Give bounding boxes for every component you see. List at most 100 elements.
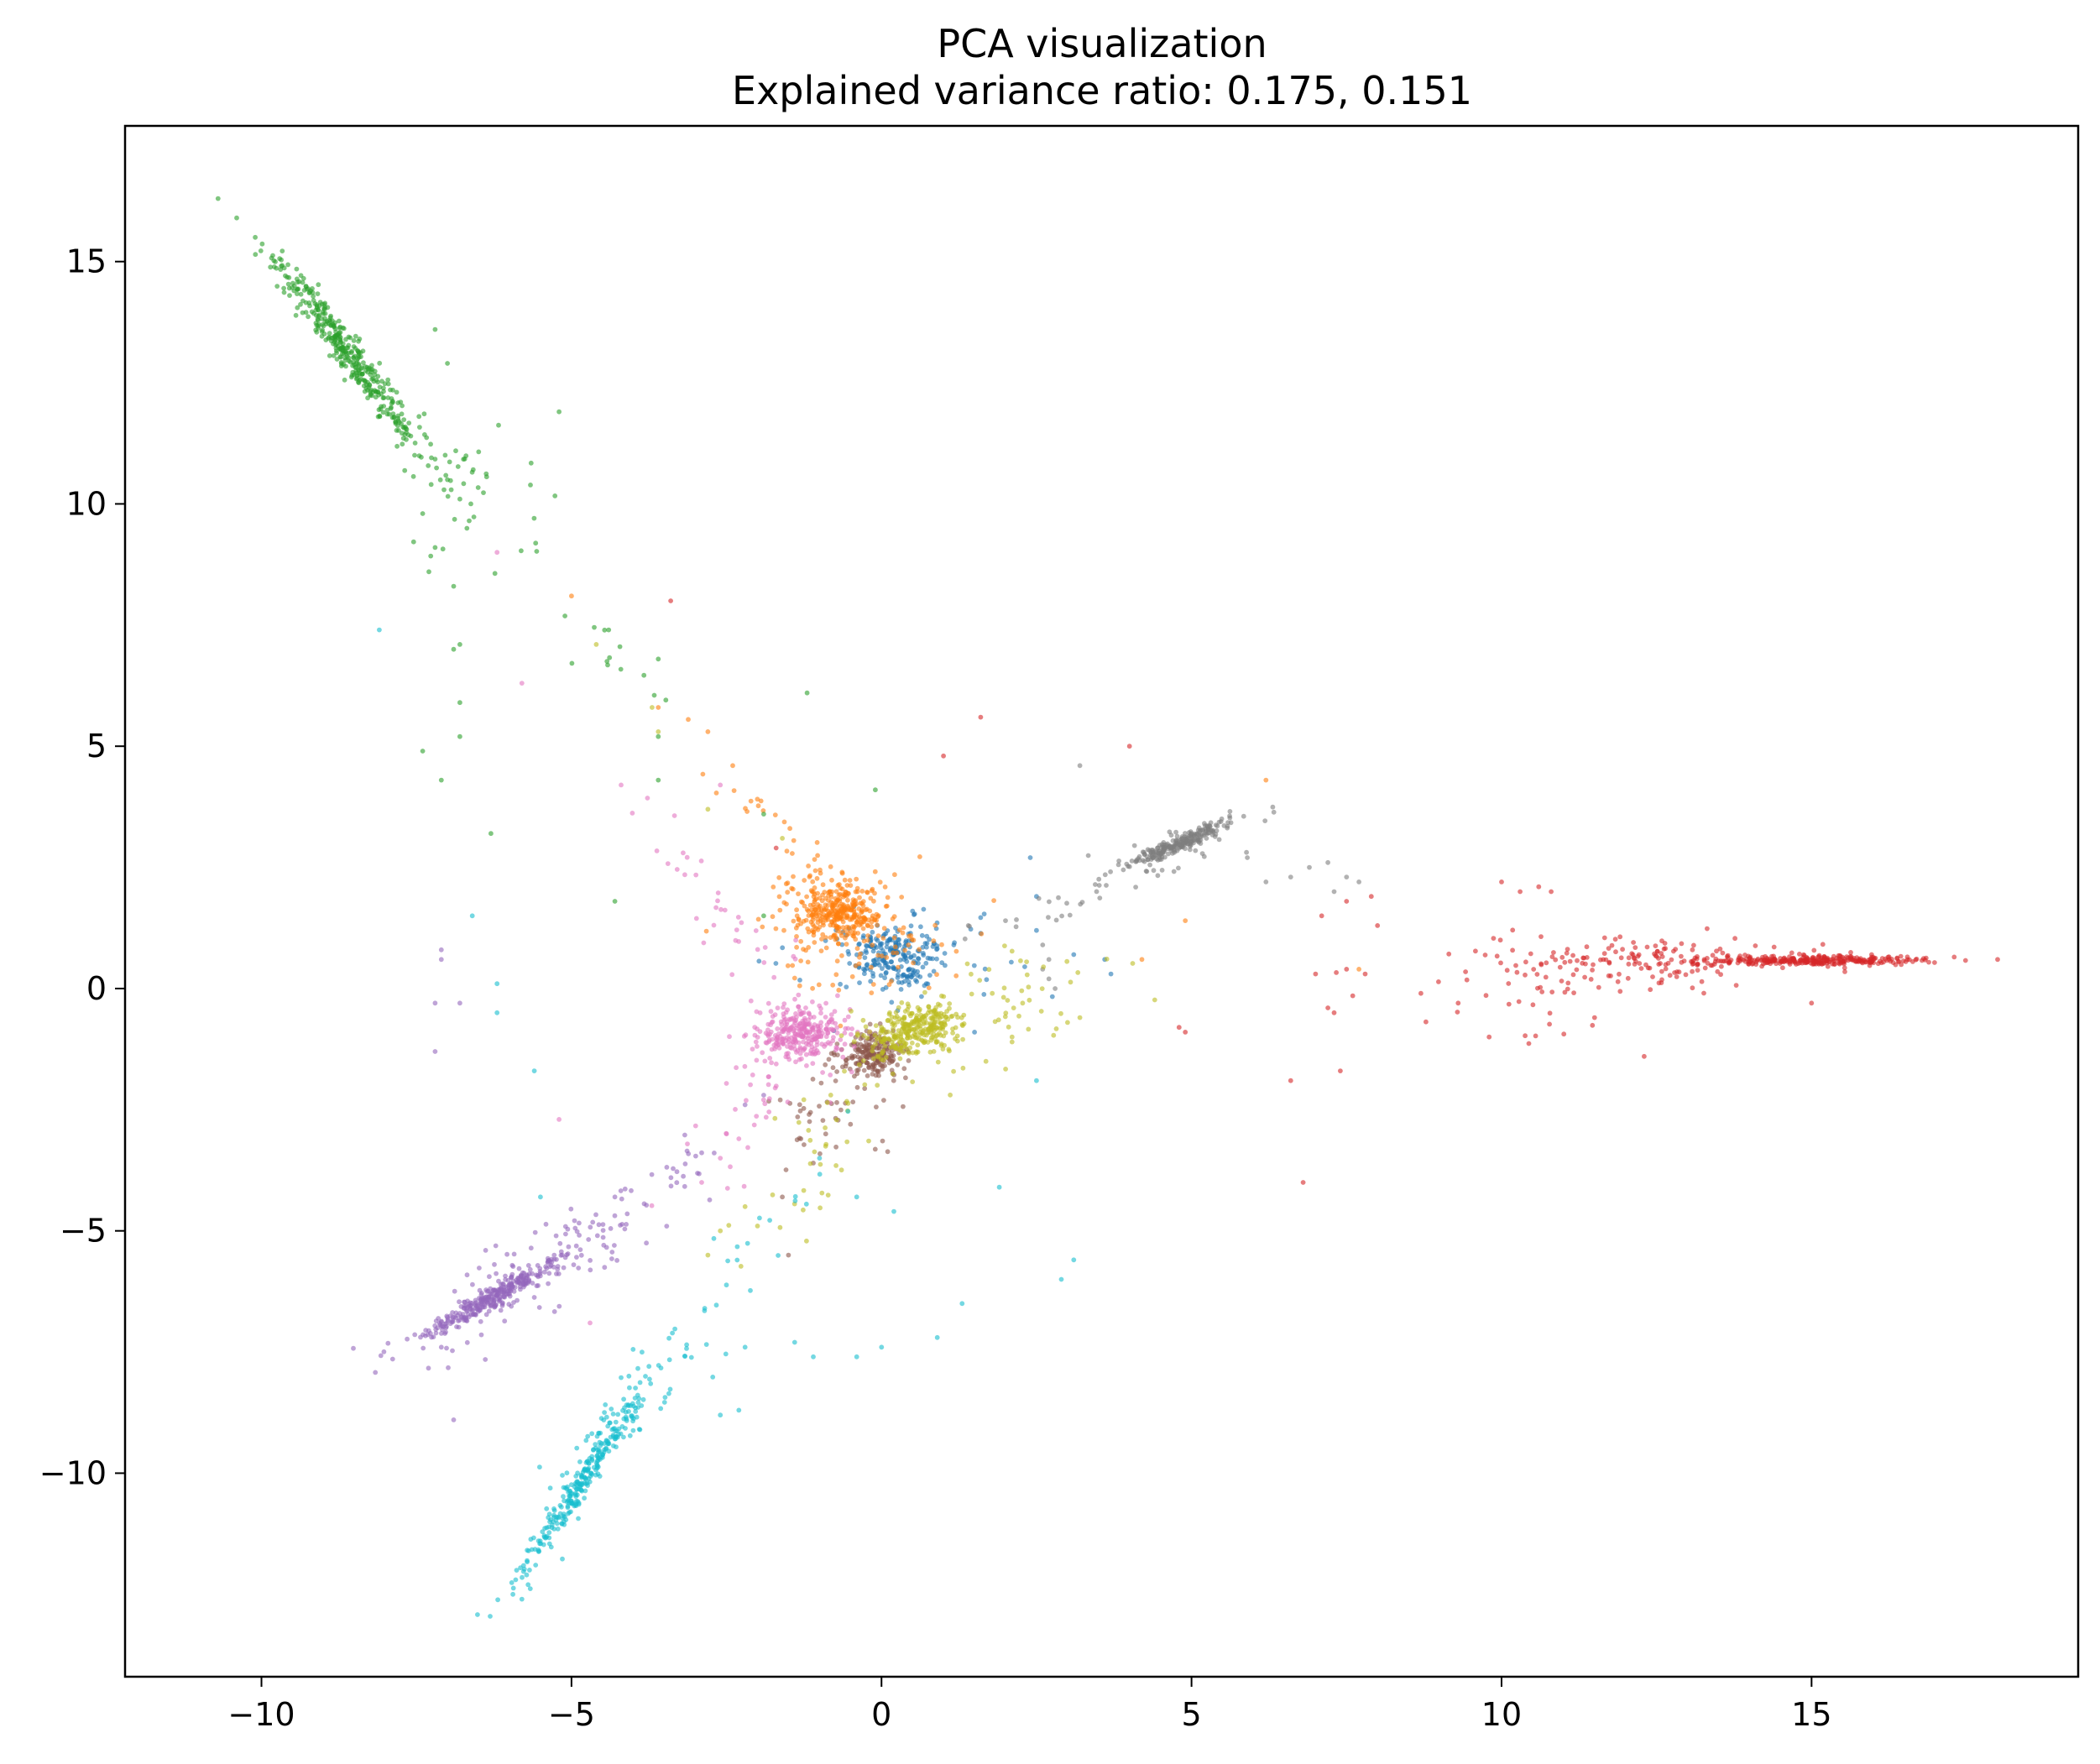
data-point [1637, 961, 1643, 966]
data-point [1058, 1010, 1063, 1016]
data-point [1019, 988, 1025, 994]
data-point [844, 924, 849, 930]
data-point [1483, 993, 1489, 999]
data-point [534, 1272, 539, 1278]
data-point [591, 1448, 596, 1453]
data-point [883, 1055, 889, 1060]
data-point [319, 301, 325, 307]
data-point [876, 1072, 881, 1078]
data-point [367, 382, 373, 388]
data-point [842, 1041, 848, 1047]
data-point [910, 1079, 916, 1084]
data-point [823, 1143, 828, 1149]
data-point [572, 1218, 577, 1224]
data-point [874, 1104, 879, 1109]
data-point [945, 1016, 951, 1022]
data-point [1207, 824, 1213, 829]
data-point [889, 959, 895, 964]
data-point [566, 1244, 572, 1250]
data-point [897, 958, 903, 963]
data-point [784, 848, 790, 854]
data-point [837, 882, 842, 887]
data-point [838, 1023, 844, 1029]
data-point [875, 933, 881, 938]
data-point [537, 1273, 543, 1279]
data-point [1746, 961, 1752, 967]
data-point [602, 1410, 607, 1415]
data-point [785, 890, 791, 895]
data-point [778, 1019, 784, 1025]
data-point [1133, 885, 1138, 890]
data-point [960, 1036, 965, 1042]
data-point [921, 952, 927, 958]
data-point [801, 1207, 806, 1213]
data-point [934, 956, 939, 962]
data-point [896, 964, 901, 970]
data-point [849, 1069, 854, 1075]
data-point [931, 968, 937, 974]
data-point [820, 1070, 825, 1075]
data-point [1186, 830, 1192, 836]
data-point [833, 1117, 839, 1123]
data-point [583, 1438, 589, 1443]
data-point [1813, 959, 1819, 964]
data-point [440, 546, 446, 552]
data-point [748, 798, 754, 804]
data-point [838, 885, 844, 891]
data-point [908, 933, 914, 938]
data-point [718, 1228, 724, 1234]
data-point [881, 1098, 886, 1103]
data-point [1617, 934, 1623, 940]
data-point [1497, 937, 1503, 943]
data-point [923, 960, 929, 966]
data-point [365, 395, 370, 401]
data-point [1588, 977, 1594, 982]
data-point [684, 1342, 689, 1348]
data-point [1262, 818, 1268, 823]
data-point [215, 196, 221, 201]
data-point [1590, 1022, 1596, 1028]
data-point [525, 1263, 531, 1268]
data-point [823, 1125, 828, 1130]
data-point [769, 1060, 774, 1066]
data-point [901, 972, 906, 978]
data-point [445, 1317, 451, 1323]
data-point [349, 348, 354, 354]
data-point [939, 1014, 945, 1020]
data-point [1097, 895, 1103, 900]
data-point [598, 1454, 603, 1460]
data-point [590, 1219, 596, 1225]
data-point [398, 399, 404, 404]
data-point [742, 1102, 748, 1108]
data-point [1288, 874, 1293, 879]
data-point [554, 1271, 559, 1276]
series-8 [593, 642, 1157, 1269]
data-point [903, 1075, 908, 1081]
data-point [515, 1297, 520, 1303]
data-point [879, 1344, 885, 1350]
data-point [869, 990, 875, 995]
data-point [1166, 851, 1171, 857]
data-point [959, 1015, 964, 1020]
data-point [1058, 1276, 1064, 1282]
data-point [838, 1033, 844, 1038]
data-point [370, 389, 376, 394]
data-point [818, 1080, 824, 1086]
data-point [838, 1047, 844, 1052]
data-point [444, 1323, 449, 1329]
data-point [420, 511, 426, 516]
data-point [927, 1030, 933, 1036]
data-point [862, 971, 867, 977]
data-point [1606, 973, 1612, 979]
data-point [798, 1136, 804, 1141]
data-point [450, 1310, 455, 1315]
data-point [1463, 969, 1468, 974]
data-point [797, 1011, 803, 1017]
data-point [357, 337, 363, 342]
data-point [718, 906, 724, 912]
data-point [887, 1057, 892, 1062]
data-point [637, 1380, 643, 1386]
data-point [1663, 966, 1669, 972]
data-point [852, 902, 857, 908]
data-point [520, 1563, 526, 1568]
